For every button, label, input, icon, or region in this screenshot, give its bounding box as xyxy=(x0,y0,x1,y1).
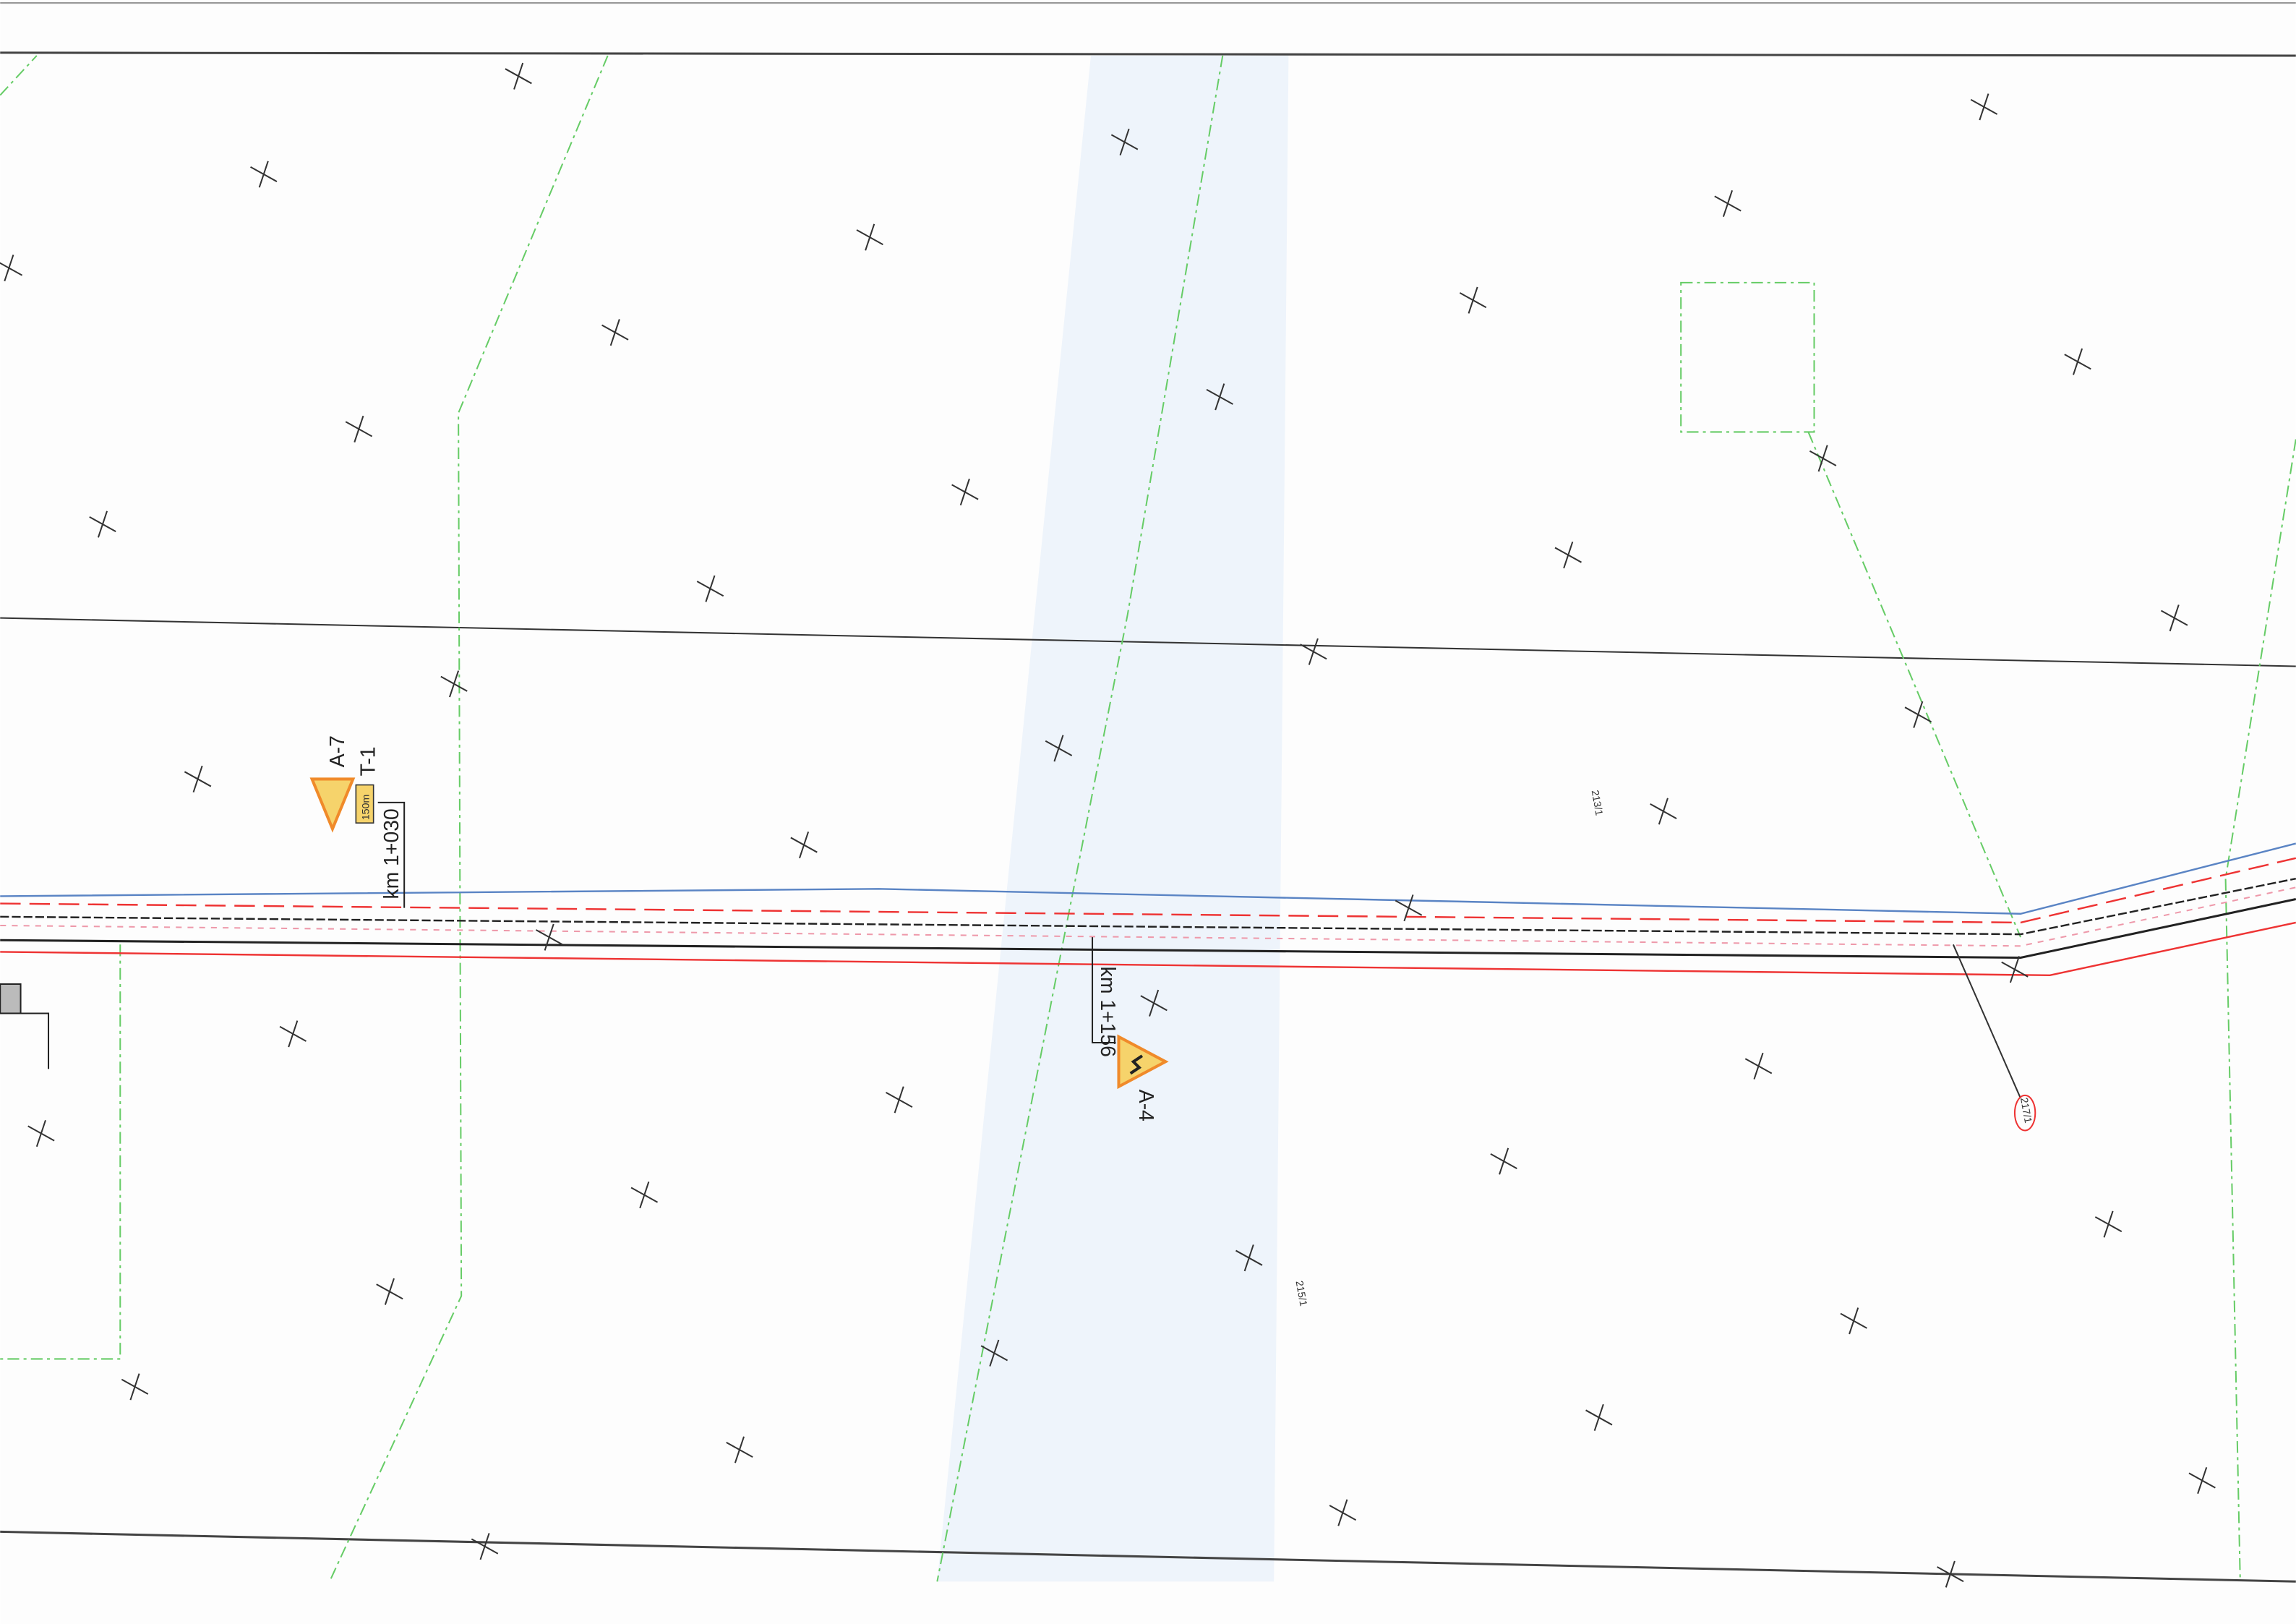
cross xyxy=(2001,956,2029,983)
cross xyxy=(345,415,373,443)
cross xyxy=(440,670,468,698)
cross xyxy=(1459,286,1487,314)
cross xyxy=(505,62,532,90)
parcel-number: 213/1 xyxy=(1589,790,1605,817)
chainage: km 1+030 xyxy=(380,808,403,899)
cross xyxy=(471,1533,499,1560)
cross xyxy=(376,1278,403,1305)
sign-plate xyxy=(355,784,374,824)
frame-top xyxy=(0,51,2296,57)
cross xyxy=(1840,1307,1867,1335)
cross xyxy=(27,1119,55,1148)
sign-triangle xyxy=(1117,1034,1169,1090)
cross xyxy=(0,255,23,282)
cross xyxy=(856,223,883,251)
sign-plate-text: 150m xyxy=(361,795,372,820)
cross xyxy=(89,510,116,538)
cross xyxy=(1045,735,1073,762)
cross xyxy=(184,765,212,792)
sign-code: T-1 xyxy=(357,746,380,776)
leader xyxy=(1952,944,2021,1099)
road xyxy=(0,842,2296,977)
parcel-number: 217/1 xyxy=(2018,1097,2034,1124)
cross xyxy=(1937,1560,1964,1588)
cross xyxy=(1970,93,1998,121)
leader xyxy=(1092,937,1116,1043)
sign-symbol xyxy=(1129,1054,1144,1075)
cross xyxy=(1650,798,1677,825)
survey-crosses xyxy=(0,62,2216,1588)
cross xyxy=(601,319,629,346)
cross xyxy=(1714,189,1742,218)
cross xyxy=(980,1339,1008,1367)
parcel-number: 215/1 xyxy=(1293,1280,1309,1307)
cross xyxy=(630,1181,659,1209)
cross xyxy=(1585,1403,1613,1431)
cross xyxy=(1554,542,1582,569)
cross xyxy=(2160,604,2188,632)
cross xyxy=(696,575,724,602)
chainage: km 1+156 xyxy=(1096,967,1119,1057)
frame-bottom xyxy=(0,1530,2296,1583)
cross xyxy=(1140,989,1168,1017)
cross xyxy=(121,1373,149,1401)
scan-band xyxy=(937,55,1289,1582)
sign-code: A-4 xyxy=(1134,1090,1157,1121)
sign-a4: km 1+156 A-4 xyxy=(1092,937,1169,1121)
cross xyxy=(1110,128,1139,155)
cross xyxy=(1904,701,1932,728)
cross xyxy=(1809,445,1837,472)
sign-triangle xyxy=(309,777,356,833)
sign-a7: 150m A-7 T-1 km 1+030 xyxy=(309,735,406,908)
sign-code: A-7 xyxy=(326,735,349,767)
cross xyxy=(1395,894,1423,922)
cross xyxy=(279,1020,307,1048)
cross xyxy=(535,923,563,951)
cross xyxy=(2094,1210,2122,1238)
cross xyxy=(951,478,979,506)
cross xyxy=(1329,1499,1357,1526)
cross xyxy=(2188,1466,2216,1495)
cross xyxy=(1300,638,1327,665)
parcel-boundaries xyxy=(0,55,2296,1582)
cross xyxy=(2064,348,2091,375)
cross xyxy=(1235,1244,1263,1272)
cross xyxy=(790,832,818,859)
cross xyxy=(1744,1052,1773,1080)
cross xyxy=(885,1086,913,1114)
cross xyxy=(1490,1148,1517,1175)
cross xyxy=(250,161,278,188)
building xyxy=(0,983,50,1069)
parcel-ring xyxy=(2013,1094,2036,1132)
cross xyxy=(726,1436,753,1463)
leader xyxy=(377,801,406,908)
cross xyxy=(1206,383,1233,411)
grid-line xyxy=(0,617,2296,667)
